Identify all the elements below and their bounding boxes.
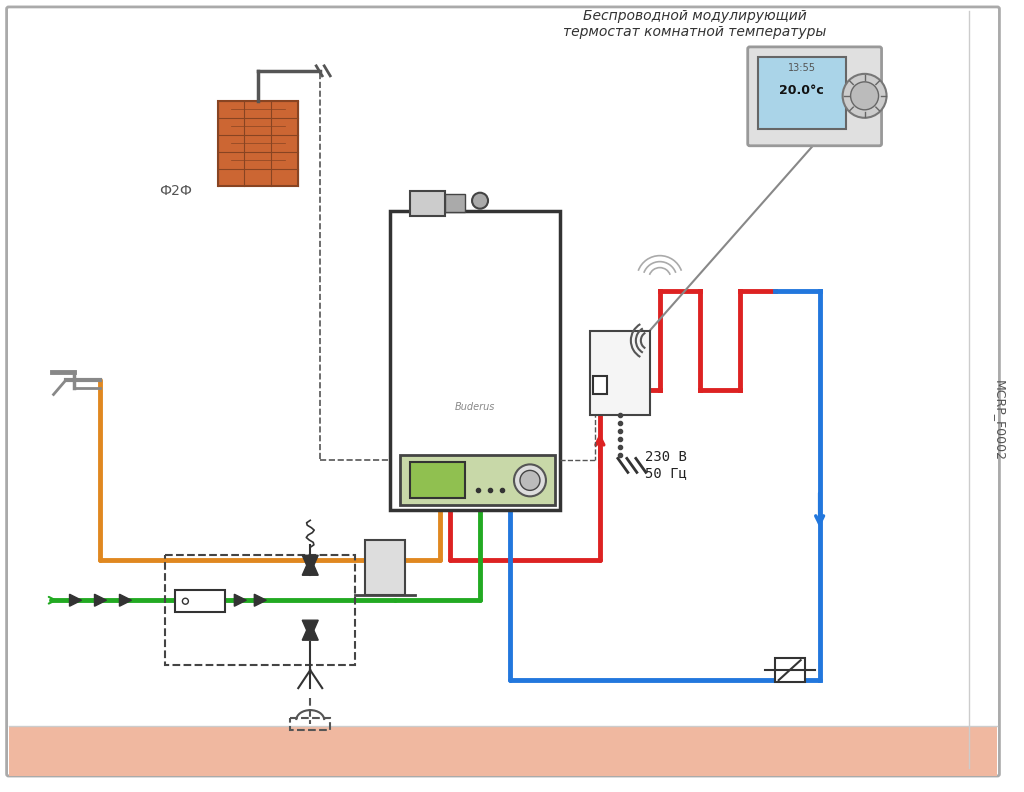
Polygon shape <box>302 555 318 573</box>
Polygon shape <box>70 594 82 606</box>
Text: 230 В
50 Гц: 230 В 50 Гц <box>645 451 687 481</box>
Polygon shape <box>302 558 318 575</box>
Text: MCRP_F0002: MCRP_F0002 <box>993 380 1006 461</box>
Bar <box>593 376 607 394</box>
Circle shape <box>472 192 488 209</box>
Circle shape <box>520 470 540 490</box>
Polygon shape <box>302 623 318 640</box>
Bar <box>758 57 846 129</box>
Bar <box>411 191 445 215</box>
FancyBboxPatch shape <box>748 47 882 146</box>
Bar <box>175 590 225 612</box>
Text: 20.0°с: 20.0°с <box>779 84 824 97</box>
Text: Беспроводной модулирующий
термостат комнатной температуры: Беспроводной модулирующий термостат комн… <box>563 9 826 39</box>
Text: Ф2Ф: Ф2Ф <box>159 184 191 198</box>
Polygon shape <box>120 594 131 606</box>
Text: Buderus: Buderus <box>455 402 496 413</box>
Circle shape <box>843 74 887 118</box>
FancyBboxPatch shape <box>6 7 999 776</box>
Bar <box>366 540 406 596</box>
Text: 13:55: 13:55 <box>787 63 816 73</box>
Circle shape <box>514 464 546 497</box>
Polygon shape <box>254 594 266 606</box>
Bar <box>775 658 805 682</box>
Bar <box>390 211 560 510</box>
Bar <box>166 555 355 665</box>
Bar <box>445 194 465 211</box>
Bar <box>400 455 555 505</box>
Bar <box>411 463 465 498</box>
Bar <box>290 718 330 730</box>
Circle shape <box>851 82 879 110</box>
Polygon shape <box>302 620 318 638</box>
Bar <box>590 330 650 416</box>
Bar <box>8 726 997 776</box>
Bar <box>218 101 298 185</box>
Polygon shape <box>94 594 106 606</box>
Polygon shape <box>234 594 247 606</box>
